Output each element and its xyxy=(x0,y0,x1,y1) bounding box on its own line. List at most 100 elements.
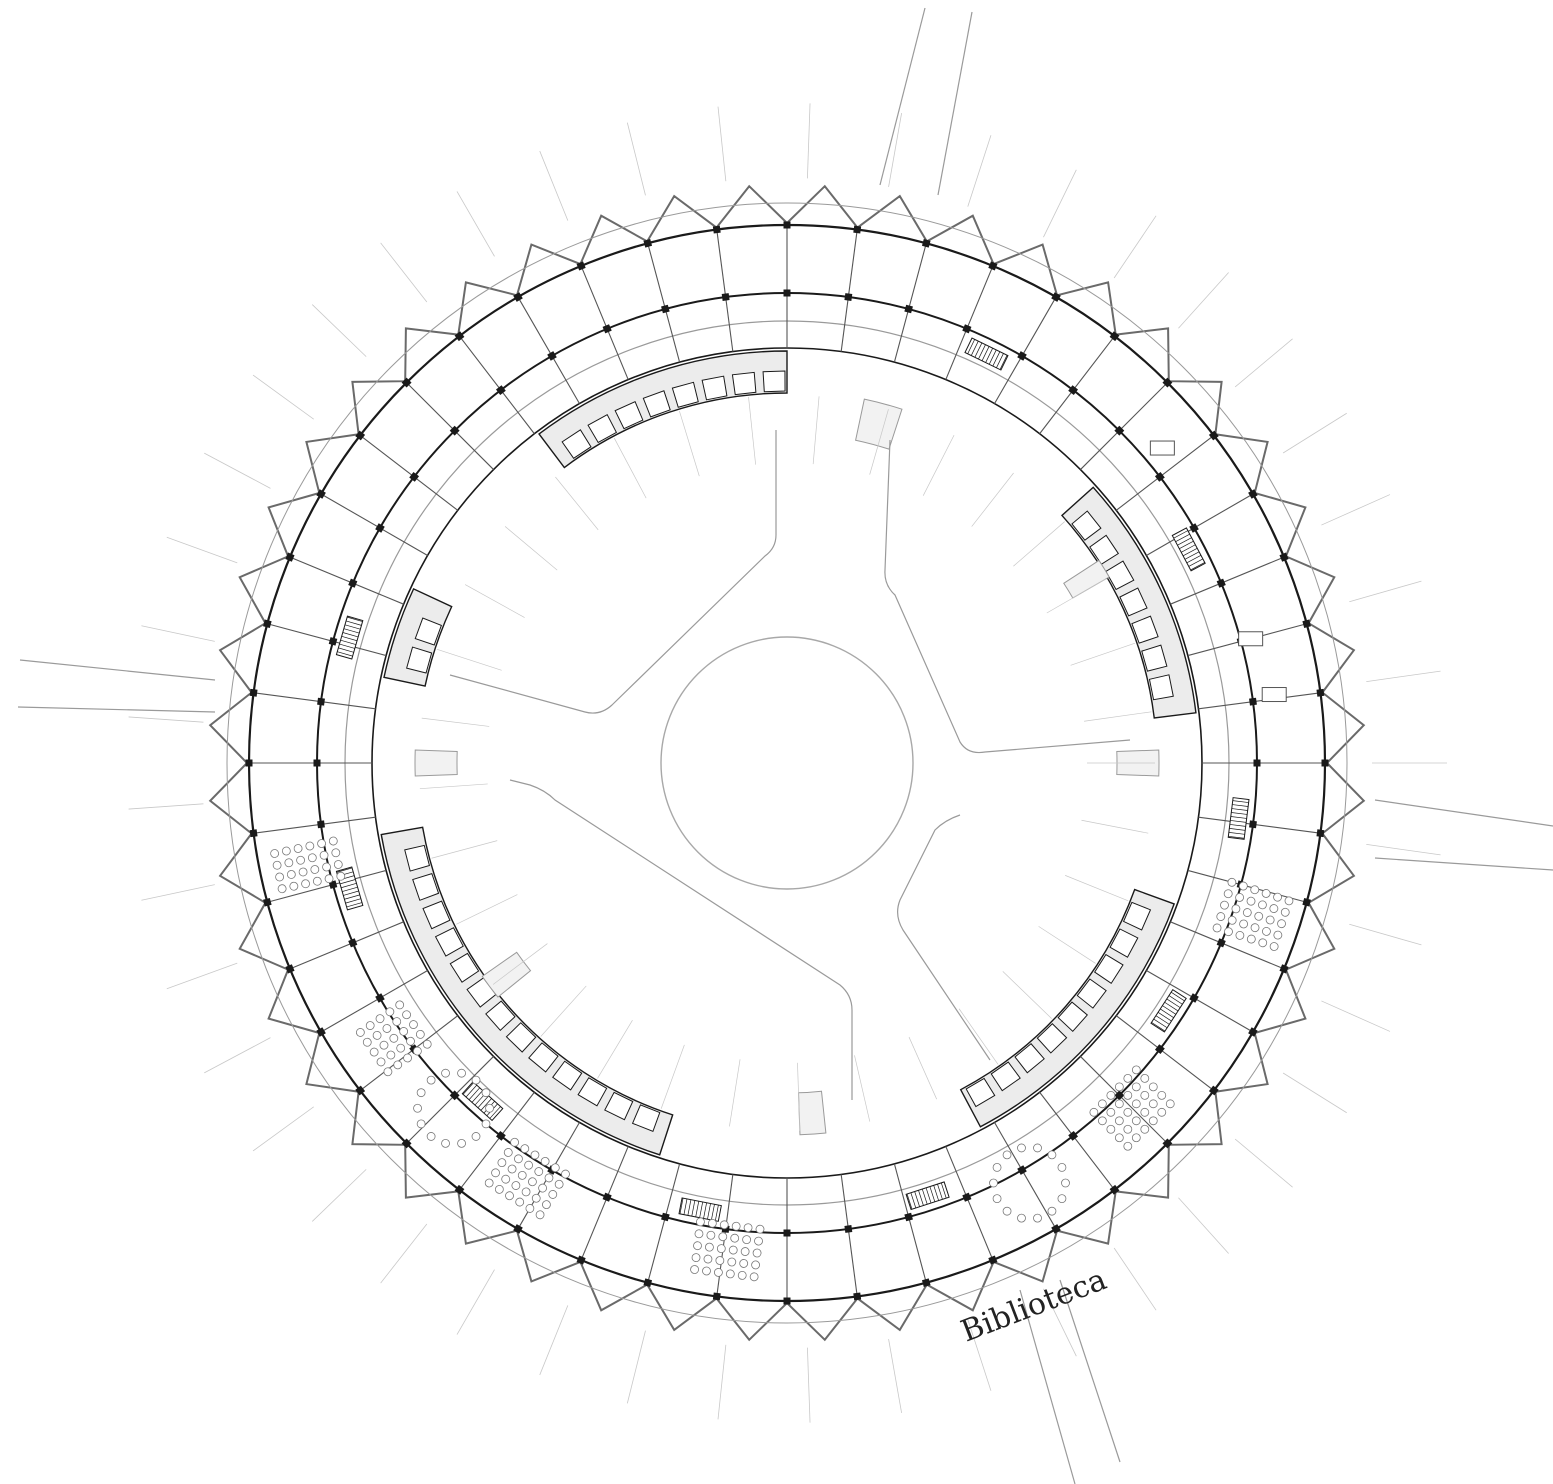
chair-icon xyxy=(441,1068,450,1078)
chair-icon xyxy=(520,1144,530,1154)
column-icon xyxy=(513,1224,523,1234)
column-icon xyxy=(1114,425,1125,436)
access-road-6 xyxy=(1019,1289,1076,1484)
column-icon xyxy=(1216,578,1226,588)
window-icon xyxy=(701,375,728,401)
stair-tread xyxy=(679,1198,684,1214)
inner-tick xyxy=(971,472,1014,527)
column-icon xyxy=(1321,759,1329,767)
inner-tick xyxy=(922,434,955,496)
chair-icon xyxy=(1017,1143,1026,1153)
column-icon xyxy=(513,292,523,302)
central-plaza xyxy=(660,636,914,890)
chair-icon xyxy=(1250,923,1260,933)
courtyard-path-1 xyxy=(884,439,1131,754)
chair-icon xyxy=(742,1235,752,1245)
chair-icon xyxy=(1238,881,1248,891)
inner-tick xyxy=(419,783,488,790)
chair-icon xyxy=(281,846,291,856)
stair-tread xyxy=(471,1090,483,1103)
radial-wall xyxy=(406,1056,494,1144)
chair-icon xyxy=(730,1233,740,1243)
chair-icon xyxy=(1131,1099,1141,1109)
column-icon xyxy=(316,1027,326,1037)
outer-tick xyxy=(1349,923,1422,946)
column-icon xyxy=(783,221,791,229)
window-icon xyxy=(1141,644,1168,672)
outer-tick xyxy=(967,1319,992,1391)
chair-icon xyxy=(1123,1107,1133,1117)
column-icon xyxy=(263,619,272,629)
chair-icon xyxy=(403,1053,412,1063)
column-icon xyxy=(576,1255,586,1265)
column-icon xyxy=(661,304,670,314)
chair-icon xyxy=(395,1000,405,1010)
outer-tick xyxy=(252,1106,314,1152)
stair-tread xyxy=(999,355,1008,370)
radial-wall xyxy=(406,382,494,470)
stair-tread xyxy=(1230,820,1247,823)
column-icon xyxy=(853,1292,862,1301)
chair-icon xyxy=(1106,1124,1116,1134)
chair-icon xyxy=(383,1067,393,1077)
furniture xyxy=(270,440,1294,1282)
outer-tick xyxy=(380,1223,428,1284)
access-road-7 xyxy=(1059,1279,1121,1463)
classroom-4 xyxy=(1089,1065,1175,1151)
window-icon xyxy=(731,371,757,396)
column-icon xyxy=(1154,471,1165,482)
chair-icon xyxy=(415,1029,425,1039)
chair-icon xyxy=(703,1254,713,1264)
outer-tick xyxy=(128,716,204,723)
chair-icon xyxy=(749,1272,759,1282)
stair-tread xyxy=(337,651,353,657)
chair-icon xyxy=(441,1138,450,1148)
chair-icon xyxy=(1033,1213,1042,1223)
inner-tick xyxy=(748,396,756,465)
stair-tread xyxy=(988,349,997,365)
stair-tread xyxy=(344,894,360,900)
radial-wall xyxy=(1146,970,1254,1033)
chair-icon xyxy=(328,836,338,846)
stair-tread xyxy=(707,1203,711,1220)
chair-icon xyxy=(426,1132,436,1141)
chair-icon xyxy=(718,1232,728,1242)
radial-wall xyxy=(580,265,629,380)
radial-wall xyxy=(647,243,681,363)
stair-icon xyxy=(905,1181,950,1211)
column-icon xyxy=(712,1292,721,1301)
access-paths xyxy=(17,7,1553,1484)
column-icon xyxy=(602,1192,612,1202)
chair-icon xyxy=(691,1253,701,1263)
stair-icon xyxy=(964,337,1009,371)
stair-tread xyxy=(967,339,976,354)
chair-icon xyxy=(1106,1090,1116,1100)
chair-icon xyxy=(1061,1178,1070,1188)
column-icon xyxy=(576,261,586,271)
stair-icon xyxy=(1150,988,1187,1033)
chair-icon xyxy=(548,1190,558,1199)
chair-icon xyxy=(1114,1099,1124,1109)
column-icon xyxy=(712,225,721,234)
chair-icon xyxy=(494,1184,504,1194)
chair-icon xyxy=(336,871,346,881)
radial-wall xyxy=(1080,1056,1168,1144)
chair-icon xyxy=(399,1027,409,1036)
chair-icon xyxy=(714,1268,723,1277)
chair-icon xyxy=(1140,1107,1150,1117)
chair-icon xyxy=(1148,1099,1158,1109)
chair-icon xyxy=(1246,896,1256,906)
column-icon xyxy=(454,1184,465,1195)
chair-icon xyxy=(528,1177,537,1187)
stair-tread xyxy=(347,616,363,622)
outer-tick xyxy=(204,452,271,489)
inner-tick xyxy=(421,717,490,727)
window-icon xyxy=(1119,587,1148,617)
column-icon xyxy=(1114,1090,1125,1101)
stair-tread xyxy=(336,867,353,873)
stair-tread xyxy=(974,342,983,358)
chair-icon xyxy=(702,1266,711,1276)
stair-tread xyxy=(1231,808,1248,811)
outer-tick xyxy=(1234,338,1293,388)
desk-icon xyxy=(1238,631,1264,647)
